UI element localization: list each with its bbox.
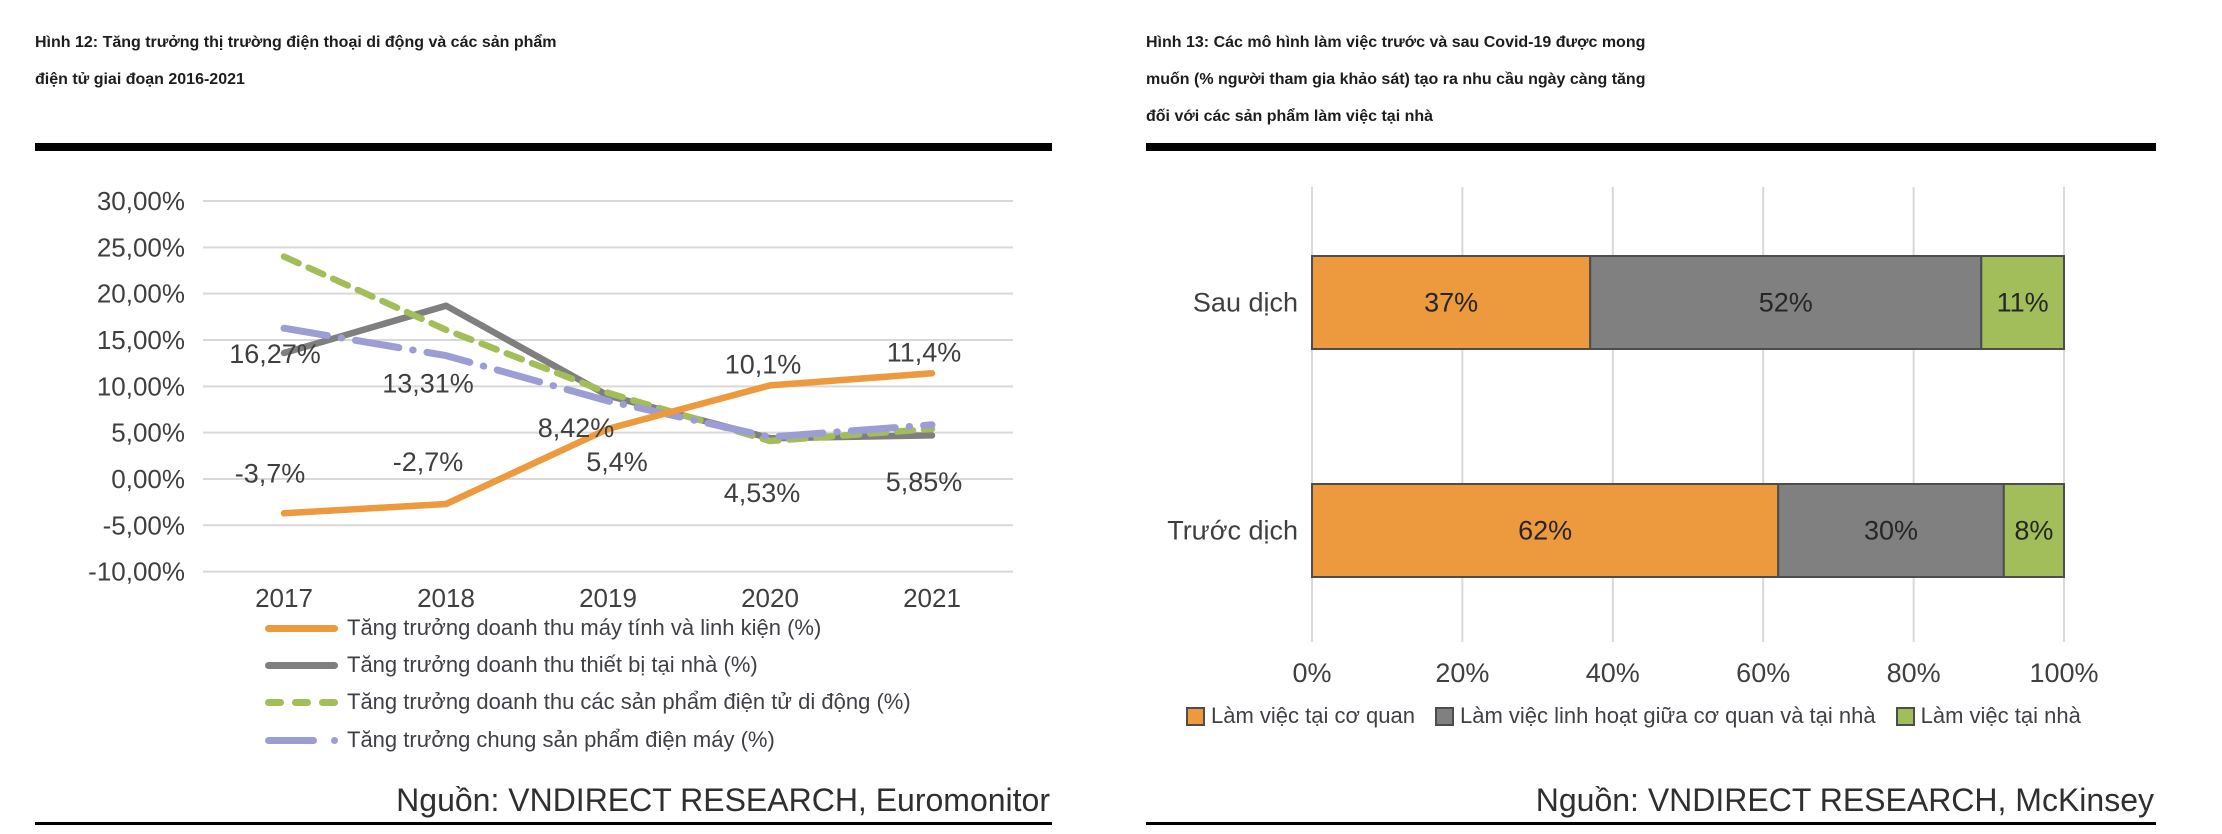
green-dash-marker	[265, 698, 338, 706]
legend-label: Làm việc linh hoạt giữa cơ quan và tại n…	[1459, 703, 1876, 728]
x-axis-tick: 20%	[1435, 658, 1489, 688]
bar-value-label: 37%	[1424, 288, 1478, 318]
legend-item-hybrid: Làm việc linh hoạt giữa cơ quan và tại n…	[1434, 703, 1876, 729]
y-axis-tick: 15,00%	[97, 325, 185, 355]
source-line: Nguồn: VNDIRECT RESEARCH, McKinsey	[1535, 782, 2154, 818]
legend-label: Tăng trưởng chung sản phẩm điện máy (%)	[347, 727, 775, 752]
x-axis-tick: 2017	[255, 583, 313, 613]
series-line-0	[280, 370, 936, 517]
category-label: Sau dịch	[1193, 288, 1298, 318]
gray-line-marker	[265, 661, 338, 669]
purple-dashdot-marker	[265, 736, 338, 744]
work-model-bar-chart: 0% 20% 40% 60% 80% 100% 37% 52% 11% Sau dịch 62% 30…	[1167, 187, 2099, 688]
bar-value-label: 52%	[1759, 288, 1813, 318]
y-axis-tick: 20,00%	[97, 279, 185, 309]
bar-value-label: 8%	[2014, 516, 2053, 546]
x-axis-tick: 40%	[1586, 658, 1640, 688]
bar-segment	[2002, 483, 2065, 578]
x-axis-tick: 60%	[1736, 658, 1790, 688]
y-axis-tick: 10,00%	[97, 371, 185, 401]
figure-13-panel: Hình 13: Các mô hình làm việc trước và s…	[1146, 0, 2156, 834]
data-label: 5,85%	[886, 467, 963, 497]
growth-line-chart: 30,00% 25,00% 20,00% 15,00% 10,00% 5,00% 0,00%…	[88, 186, 1013, 613]
data-label: 16,27%	[229, 339, 321, 369]
bar-segment	[1777, 483, 2005, 578]
y-axis-tick: 25,00%	[97, 232, 185, 262]
y-axis-tick: 0,00%	[111, 464, 185, 494]
title-divider	[35, 143, 1052, 151]
data-label: -2,7%	[393, 447, 464, 477]
figure-12-panel: Hình 12: Tăng trưởng thị trường điện tho…	[35, 0, 1052, 834]
bar-segment	[1589, 255, 1983, 350]
bar-value-label: 11%	[1997, 288, 2049, 318]
figure-12-title: Hình 12: Tăng trưởng thị trường điện tho…	[35, 34, 557, 88]
y-axis-tick: 30,00%	[97, 186, 185, 216]
data-label: 13,31%	[382, 369, 474, 399]
legend-item-office: Làm việc tại cơ quan	[1186, 703, 1415, 729]
legend-item-computers: Tăng trưởng doanh thu máy tính và linh k…	[265, 615, 821, 640]
legend-label: Làm việc tại nhà	[1920, 703, 2081, 728]
gray-square-marker	[1434, 706, 1454, 726]
orange-line-marker	[265, 624, 338, 632]
x-axis-tick: 2021	[903, 583, 961, 613]
data-label: 8,42%	[538, 413, 615, 443]
bar-value-label: 30%	[1864, 516, 1918, 546]
category-label: Trước dịch	[1167, 516, 1298, 546]
legend-item-home-devices: Tăng trưởng doanh thu thiết bị tại nhà (…	[265, 652, 758, 677]
data-label: 11,4%	[887, 337, 962, 367]
source-line: Nguồn: VNDIRECT RESEARCH, Euromonitor	[396, 782, 1050, 818]
bottom-divider	[35, 822, 1052, 825]
x-axis-tick: 2019	[579, 583, 637, 613]
bar-value-label: 62%	[1518, 516, 1572, 546]
data-label: 5,4%	[586, 447, 648, 477]
legend-label: Làm việc tại cơ quan	[1211, 703, 1415, 728]
bar-segment	[1980, 255, 2065, 350]
bar-chart-legend: Làm việc tại cơ quan Làm việc linh hoạt …	[1186, 703, 2081, 729]
legend-item-mobile-electronics: Tăng trưởng doanh thu các sản phẩm điện …	[265, 689, 911, 714]
series-line-3	[280, 324, 936, 441]
x-axis-tick: 100%	[2029, 658, 2098, 688]
data-label: 10,1%	[725, 349, 802, 379]
y-axis-tick: -5,00%	[103, 510, 185, 540]
bottom-divider	[1146, 822, 2156, 825]
data-label: -3,7%	[235, 458, 306, 488]
legend-item-home: Làm việc tại nhà	[1895, 703, 2081, 729]
x-axis-tick: 0%	[1292, 658, 1331, 688]
figure-13-title: Hình 13: Các mô hình làm việc trước và s…	[1146, 34, 1646, 125]
legend-label: Tăng trưởng doanh thu các sản phẩm điện …	[347, 689, 911, 714]
legend-label: Tăng trưởng doanh thu máy tính và linh k…	[347, 615, 822, 640]
legend-item-overall-electronics: Tăng trưởng chung sản phẩm điện máy (%)	[265, 727, 775, 752]
x-axis-tick: 2018	[417, 583, 475, 613]
bar-segment	[1311, 483, 1780, 578]
y-axis-tick: 5,00%	[111, 418, 185, 448]
series-line-2	[280, 253, 936, 445]
data-label: 4,53%	[724, 478, 801, 508]
green-square-marker	[1895, 706, 1915, 726]
legend-label: Tăng trưởng doanh thu thiết bị tại nhà (…	[347, 652, 758, 677]
x-axis-tick: 80%	[1887, 658, 1941, 688]
title-divider	[1146, 143, 2156, 151]
orange-square-marker	[1186, 706, 1205, 726]
x-axis-tick: 2020	[741, 583, 799, 613]
y-axis-tick: -10,00%	[88, 557, 185, 587]
